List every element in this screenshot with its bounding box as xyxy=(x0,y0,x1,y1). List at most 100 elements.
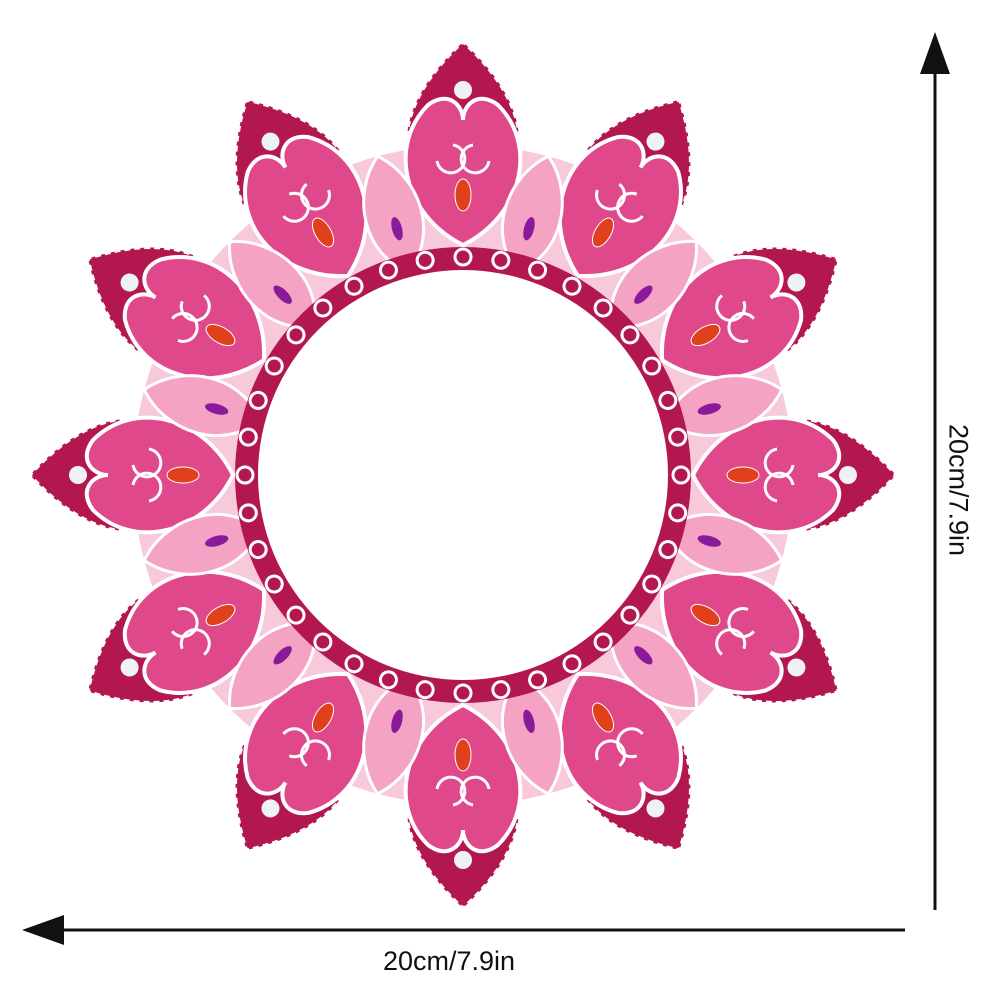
pearl xyxy=(787,658,806,677)
scroll xyxy=(528,260,548,280)
scroll xyxy=(671,465,691,485)
orange-gem xyxy=(690,323,721,347)
pearl xyxy=(261,799,280,818)
scroll xyxy=(235,465,255,485)
inner-petal xyxy=(609,621,698,710)
orange-gem xyxy=(690,603,721,627)
swirl xyxy=(435,143,491,175)
heart-petal xyxy=(84,415,236,535)
scroll xyxy=(491,250,511,270)
scroll xyxy=(642,574,662,594)
scroll xyxy=(453,683,473,703)
swirl xyxy=(595,183,644,223)
purple-gem xyxy=(697,535,721,547)
orange-gem xyxy=(311,217,335,248)
purple-gem xyxy=(273,285,292,304)
scroll xyxy=(658,390,678,410)
scroll xyxy=(344,654,364,674)
scroll xyxy=(620,325,640,345)
height-label: 20cm/7.9in xyxy=(943,423,974,557)
mandala xyxy=(27,39,899,911)
swirl xyxy=(171,294,211,343)
scroll xyxy=(620,605,640,625)
scroll xyxy=(313,632,333,652)
heart-petal xyxy=(403,96,523,248)
scroll xyxy=(491,680,511,700)
inner-petal xyxy=(664,374,784,437)
inner-petal xyxy=(142,374,262,437)
scroll xyxy=(453,247,473,267)
scroll xyxy=(642,356,662,376)
scroll xyxy=(528,670,548,690)
scroll xyxy=(668,503,688,523)
inner-petal xyxy=(609,240,698,329)
inner-petal xyxy=(362,676,425,796)
orange-gem xyxy=(591,217,615,248)
inner-petal xyxy=(501,676,564,796)
inner-petal xyxy=(142,513,262,576)
heart-petal xyxy=(403,702,523,854)
inner-petal xyxy=(501,154,564,274)
orange-gem xyxy=(166,466,200,484)
scroll xyxy=(264,356,284,376)
swirl xyxy=(763,447,795,503)
scroll xyxy=(668,427,688,447)
purple-gem xyxy=(697,403,721,415)
center-blank xyxy=(258,270,668,680)
purple-gem xyxy=(523,709,535,733)
scroll xyxy=(344,276,364,296)
pearl xyxy=(120,273,139,292)
scroll xyxy=(238,427,258,447)
purple-gem xyxy=(205,403,229,415)
orange-gem xyxy=(454,178,472,212)
purple-gem xyxy=(273,646,292,665)
orange-gem xyxy=(205,603,236,627)
scroll xyxy=(286,325,306,345)
swirl xyxy=(282,183,331,223)
scroll xyxy=(562,276,582,296)
scroll xyxy=(658,540,678,560)
swirl xyxy=(435,775,491,807)
inner-petal xyxy=(228,240,317,329)
scroll xyxy=(248,540,268,560)
purple-gem xyxy=(391,217,403,241)
scroll xyxy=(593,632,613,652)
scroll xyxy=(264,574,284,594)
swirl xyxy=(282,727,331,767)
scroll xyxy=(286,605,306,625)
swirl xyxy=(715,607,755,656)
swirl xyxy=(595,727,644,767)
pearl xyxy=(839,466,857,484)
pearl xyxy=(120,658,139,677)
scroll xyxy=(415,680,435,700)
purple-gem xyxy=(391,709,403,733)
scroll xyxy=(415,250,435,270)
pearl xyxy=(261,132,280,151)
pearl xyxy=(646,799,665,818)
scroll xyxy=(238,503,258,523)
swirl xyxy=(171,607,211,656)
scroll xyxy=(313,298,333,318)
scroll xyxy=(248,390,268,410)
purple-gem xyxy=(634,285,653,304)
orange-gem xyxy=(205,323,236,347)
pearl xyxy=(69,466,87,484)
heart-petal xyxy=(690,415,842,535)
swirl xyxy=(131,447,163,503)
inner-petal xyxy=(362,154,425,274)
pearl xyxy=(454,81,472,99)
inner-petal xyxy=(664,513,784,576)
scroll xyxy=(593,298,613,318)
purple-gem xyxy=(523,217,535,241)
pearl xyxy=(787,273,806,292)
orange-gem xyxy=(454,738,472,772)
pearl xyxy=(646,132,665,151)
purple-gem xyxy=(205,535,229,547)
orange-gem xyxy=(311,702,335,733)
orange-gem xyxy=(726,466,760,484)
scroll xyxy=(378,260,398,280)
pearl xyxy=(454,851,472,869)
orange-gem xyxy=(591,702,615,733)
purple-gem xyxy=(634,646,653,665)
